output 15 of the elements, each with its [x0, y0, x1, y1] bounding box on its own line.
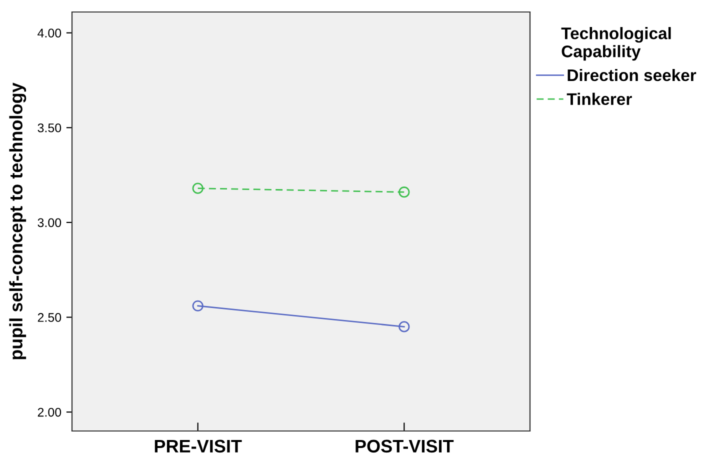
y-tick-label: 3.50 — [38, 123, 62, 132]
point — [192, 182, 204, 194]
x-tick-label: POST-VISIT — [356, 440, 454, 453]
x-tick-label: PRE-VISIT — [154, 440, 242, 453]
y-tick-label: 2.50 — [38, 313, 62, 322]
y-axis-title: pupil self-concept to technology — [9, 82, 26, 360]
point — [192, 300, 204, 312]
y-tick-label: 2.00 — [38, 408, 62, 417]
legend-label: Direction seeker — [568, 68, 696, 82]
y-tick-label: 3.00 — [38, 218, 62, 228]
point — [398, 321, 410, 332]
y-tick-label: 4.00 — [38, 28, 62, 38]
legend-label: Tinkerer — [566, 92, 632, 106]
point — [398, 186, 410, 198]
legend-title: Technological Capability — [561, 27, 671, 61]
